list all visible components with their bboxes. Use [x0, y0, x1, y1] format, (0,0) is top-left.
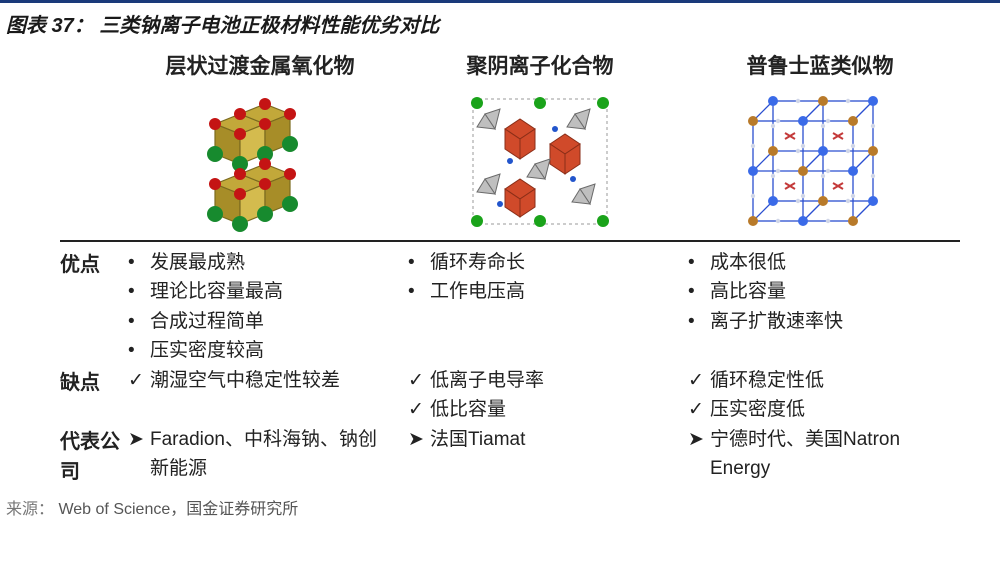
- row-disadvantages: 缺点 ✓潮湿空气中稳定性较差 ✓低离子电导率 ✓低比容量 ✓循环稳定性低 ✓压实…: [60, 366, 960, 425]
- dis-list-1: ✓低离子电导率 ✓低比容量: [408, 366, 672, 425]
- top-rule: [60, 240, 960, 242]
- diagram-layered-oxide: [128, 86, 392, 236]
- col-header-0: 层状过渡金属氧化物: [128, 50, 392, 86]
- co-list-1: ➤法国Tiamat: [408, 425, 672, 454]
- adv-list-2: •成本很低 •高比容量 •离子扩散速率快: [688, 248, 952, 336]
- header-row: 层状过渡金属氧化物 聚阴离子化合物 普鲁士蓝类似物: [60, 50, 960, 86]
- label-companies: 代表公司: [60, 425, 120, 487]
- row-advantages: 优点 •发展最成熟 •理论比容量最高 •合成过程简单 •压实密度较高 •循环寿命…: [60, 248, 960, 366]
- comparison-table: 层状过渡金属氧化物 聚阴离子化合物 普鲁士蓝类似物: [0, 42, 1000, 487]
- source-label: 来源：: [6, 501, 54, 518]
- dis-list-2: ✓循环稳定性低 ✓压实密度低: [688, 366, 952, 425]
- adv-list-1: •循环寿命长 •工作电压高: [408, 248, 672, 307]
- label-advantages: 优点: [60, 248, 120, 366]
- diagram-polyanion: [408, 86, 672, 236]
- figure-label: 图表 37：: [6, 15, 94, 37]
- label-disadvantages: 缺点: [60, 366, 120, 425]
- diagram-row: [60, 86, 960, 236]
- dis-list-0: ✓潮湿空气中稳定性较差: [128, 366, 392, 395]
- co-list-0: ➤Faradion、中科海钠、钠创新能源: [128, 425, 392, 484]
- source-line: 来源： Web of Science，国金证券研究所: [0, 487, 1000, 519]
- diagram-prussian-blue: [688, 86, 952, 236]
- figure-title-text: 三类钠离子电池正极材料性能优劣对比: [99, 15, 439, 37]
- adv-list-0: •发展最成熟 •理论比容量最高 •合成过程简单 •压实密度较高: [128, 248, 392, 366]
- co-list-2: ➤宁德时代、美国Natron Energy: [688, 425, 952, 484]
- col-header-2: 普鲁士蓝类似物: [688, 50, 952, 86]
- source-text: Web of Science，国金证券研究所: [58, 501, 298, 518]
- row-companies: 代表公司 ➤Faradion、中科海钠、钠创新能源 ➤法国Tiamat ➤宁德时…: [60, 425, 960, 487]
- figure-title: 图表 37： 三类钠离子电池正极材料性能优劣对比: [0, 0, 1000, 42]
- col-header-1: 聚阴离子化合物: [408, 50, 672, 86]
